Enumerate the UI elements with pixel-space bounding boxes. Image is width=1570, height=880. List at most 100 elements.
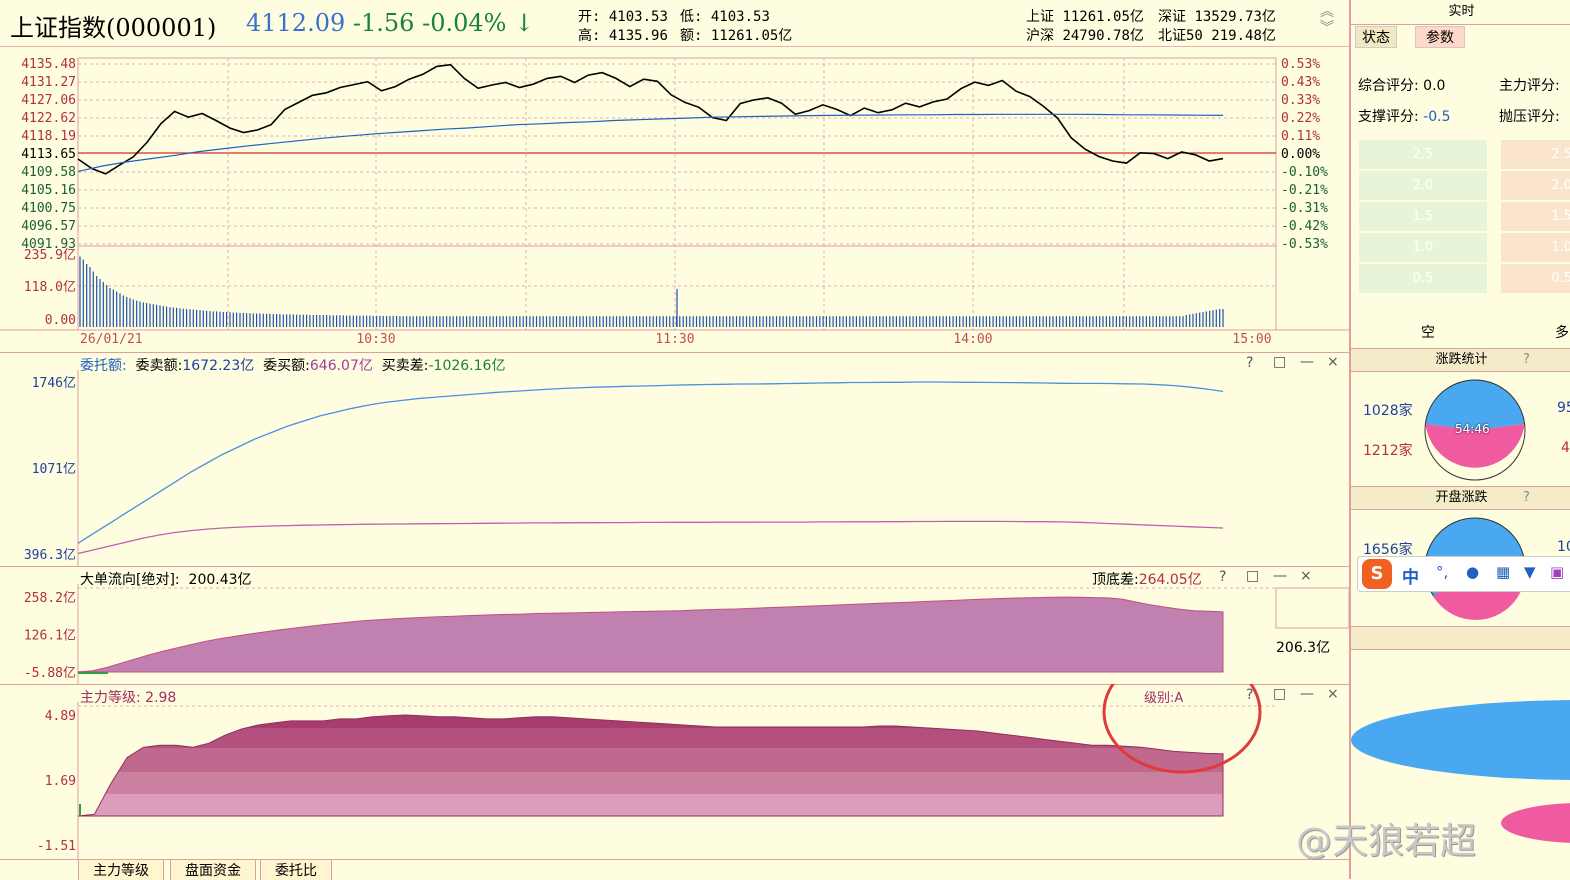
long-label: 多 xyxy=(1555,325,1569,341)
price-tick-right: -0.42% xyxy=(1281,219,1328,234)
index-name: 上证指数(000001) xyxy=(10,14,217,42)
ime-tools-icon[interactable]: ▣ xyxy=(1550,563,1565,581)
down-count: 1212家 xyxy=(1363,443,1413,459)
ime-keyboard-icon[interactable]: ▦ xyxy=(1496,563,1511,581)
right-sidebar: 实时 状态 参数 综合评分: 0.0 主力评分: 支撑评分: -0.5 抛压评分… xyxy=(1349,0,1570,879)
ime-logo-icon[interactable]: S xyxy=(1362,559,1392,589)
level-tick: 4.89 xyxy=(45,709,76,724)
tab-main-level[interactable]: 主力等级 xyxy=(78,859,164,880)
tab-status[interactable]: 状态 xyxy=(1355,26,1397,48)
pie-ratio: 54:46 xyxy=(1455,422,1490,436)
flow-minimize-icon[interactable]: — xyxy=(1273,568,1287,584)
score-bar-row: 2.5 xyxy=(1359,140,1487,169)
watermark: @天狼若超 xyxy=(1296,821,1477,862)
main-score-label: 主力评分: xyxy=(1499,78,1560,94)
price-tick-left: 4100.75 xyxy=(21,201,76,216)
score-bar-row-right: 1.0 xyxy=(1501,233,1570,262)
flow-area xyxy=(77,596,1224,673)
order-tick: 396.3亿 xyxy=(24,548,76,563)
score-bar-row-right: 2.0 xyxy=(1501,171,1570,200)
tab-order-ratio[interactable]: 委托比 xyxy=(260,859,332,880)
updown-help-icon[interactable]: ? xyxy=(1523,352,1530,367)
last-price: 4112.09 xyxy=(246,9,346,37)
price-tick-right: 0.43% xyxy=(1281,75,1320,90)
score-bar-row-right: 0.5 xyxy=(1501,264,1570,293)
level-maximize-icon[interactable]: □ xyxy=(1273,686,1287,702)
flow-tick: 126.1亿 xyxy=(24,629,76,644)
price-tick-left: 4131.27 xyxy=(21,75,76,90)
vol-tick: 0.00 xyxy=(45,313,76,328)
quote-header: 上证指数(000001) 4112.09 -1.56 -0.04% ↓ 开: 4… xyxy=(0,0,1349,47)
composite-score: 综合评分: 0.0 xyxy=(1358,78,1446,94)
panel-help-icon[interactable]: ? xyxy=(1246,355,1254,371)
time-label: 14:00 xyxy=(953,332,992,347)
price-tick-left: 4122.62 xyxy=(21,111,76,126)
hs-stat: 沪深 24790.78亿 xyxy=(1026,28,1144,44)
price-line xyxy=(77,63,1224,175)
panel-minimize-icon[interactable]: — xyxy=(1300,354,1314,370)
price-tick-right: -0.21% xyxy=(1281,183,1328,198)
tab-market-funds[interactable]: 盘面资金 xyxy=(170,859,256,880)
price-tick-left: 4109.58 xyxy=(21,165,76,180)
updown-pie xyxy=(1424,379,1526,481)
time-label: 15:00 xyxy=(1232,332,1271,347)
open-up-count: 1656家 xyxy=(1363,542,1413,558)
flow-panel-title: 大单流向[绝对]: 200.43亿 xyxy=(80,572,252,588)
vol-tick: 118.0亿 xyxy=(24,280,76,295)
flow-tick: -5.88亿 xyxy=(24,666,76,681)
short-label: 空 xyxy=(1421,325,1435,341)
collapse-toggle-icon[interactable]: ︽ ︾ xyxy=(1320,4,1334,36)
price-change: -1.56 xyxy=(352,9,415,37)
open-help-icon[interactable]: ? xyxy=(1523,490,1530,505)
score-bar-row-right: 2.5 xyxy=(1501,140,1570,169)
flow-close-icon[interactable]: × xyxy=(1300,568,1312,584)
order-chart: 1746亿 1071亿 396.3亿 xyxy=(24,370,1224,566)
ime-punct-icon[interactable]: °, xyxy=(1436,563,1449,581)
level-panel-title: 主力等级: 2.98 xyxy=(80,690,177,706)
amount-stat: 额: 11261.05亿 xyxy=(680,28,793,44)
score-bar-row: 2.0 xyxy=(1359,171,1487,200)
sz-stat: 深证 13529.73亿 xyxy=(1158,9,1276,25)
side-bubble-shapes xyxy=(1351,700,1570,843)
level-band xyxy=(78,715,1223,728)
up-right: 95 xyxy=(1557,400,1570,416)
flow-maximize-icon[interactable]: □ xyxy=(1246,568,1260,584)
panel-close-icon[interactable]: × xyxy=(1327,354,1339,370)
tab-params[interactable]: 参数 xyxy=(1415,26,1465,48)
flow-side-value: 206.3亿 xyxy=(1276,640,1331,656)
price-tick-right: -0.10% xyxy=(1281,165,1328,180)
price-tick-left: 4118.19 xyxy=(21,129,76,144)
price-tick-right: 0.00% xyxy=(1281,147,1320,162)
pink-ellipse xyxy=(1501,803,1570,843)
level-help-icon[interactable]: ? xyxy=(1246,687,1254,703)
buy-order-line xyxy=(77,520,1224,555)
flow-help-icon[interactable]: ? xyxy=(1219,569,1227,585)
price-tick-right: 0.33% xyxy=(1281,93,1320,108)
pie-slice-up xyxy=(1475,380,1525,430)
level-minimize-icon[interactable]: — xyxy=(1300,686,1314,702)
ime-skin-icon[interactable]: ▼ xyxy=(1524,563,1536,581)
chart-area: 上证指数(000001) 4112.09 -1.56 -0.04% ↓ 开: 4… xyxy=(0,0,1349,880)
high-stat: 高: 4135.96 xyxy=(578,28,668,44)
highlight-circle xyxy=(1102,684,1262,774)
level-band xyxy=(78,748,1223,772)
ime-lang-toggle[interactable]: 中 xyxy=(1402,568,1419,588)
ime-toolbar[interactable]: S 中 °, ● ▦ ▼ ▣ xyxy=(1357,556,1570,592)
price-tick-left: 4113.65 xyxy=(21,147,76,162)
pie-slice-down xyxy=(1425,424,1525,468)
blue-ellipse xyxy=(1351,700,1570,780)
price-tick-right: 0.22% xyxy=(1281,111,1320,126)
ime-mic-icon[interactable]: ● xyxy=(1466,563,1480,581)
sell-order-line xyxy=(77,381,1224,544)
open-updown-title: 开盘涨跌? xyxy=(1351,486,1570,510)
price-tick-left: 4091.93 xyxy=(21,237,76,252)
order-tick: 1071亿 xyxy=(32,462,76,477)
panel-maximize-icon[interactable]: □ xyxy=(1273,354,1287,370)
level-close-icon[interactable]: × xyxy=(1327,686,1339,702)
flow-side-box xyxy=(1275,587,1349,629)
empty-section-header xyxy=(1351,626,1570,650)
flow-tick: 258.2亿 xyxy=(24,591,76,606)
price-tick-right: -0.31% xyxy=(1281,201,1328,216)
price-tick-right: 0.11% xyxy=(1281,129,1320,144)
open-stat: 开: 4103.53 xyxy=(578,9,668,25)
